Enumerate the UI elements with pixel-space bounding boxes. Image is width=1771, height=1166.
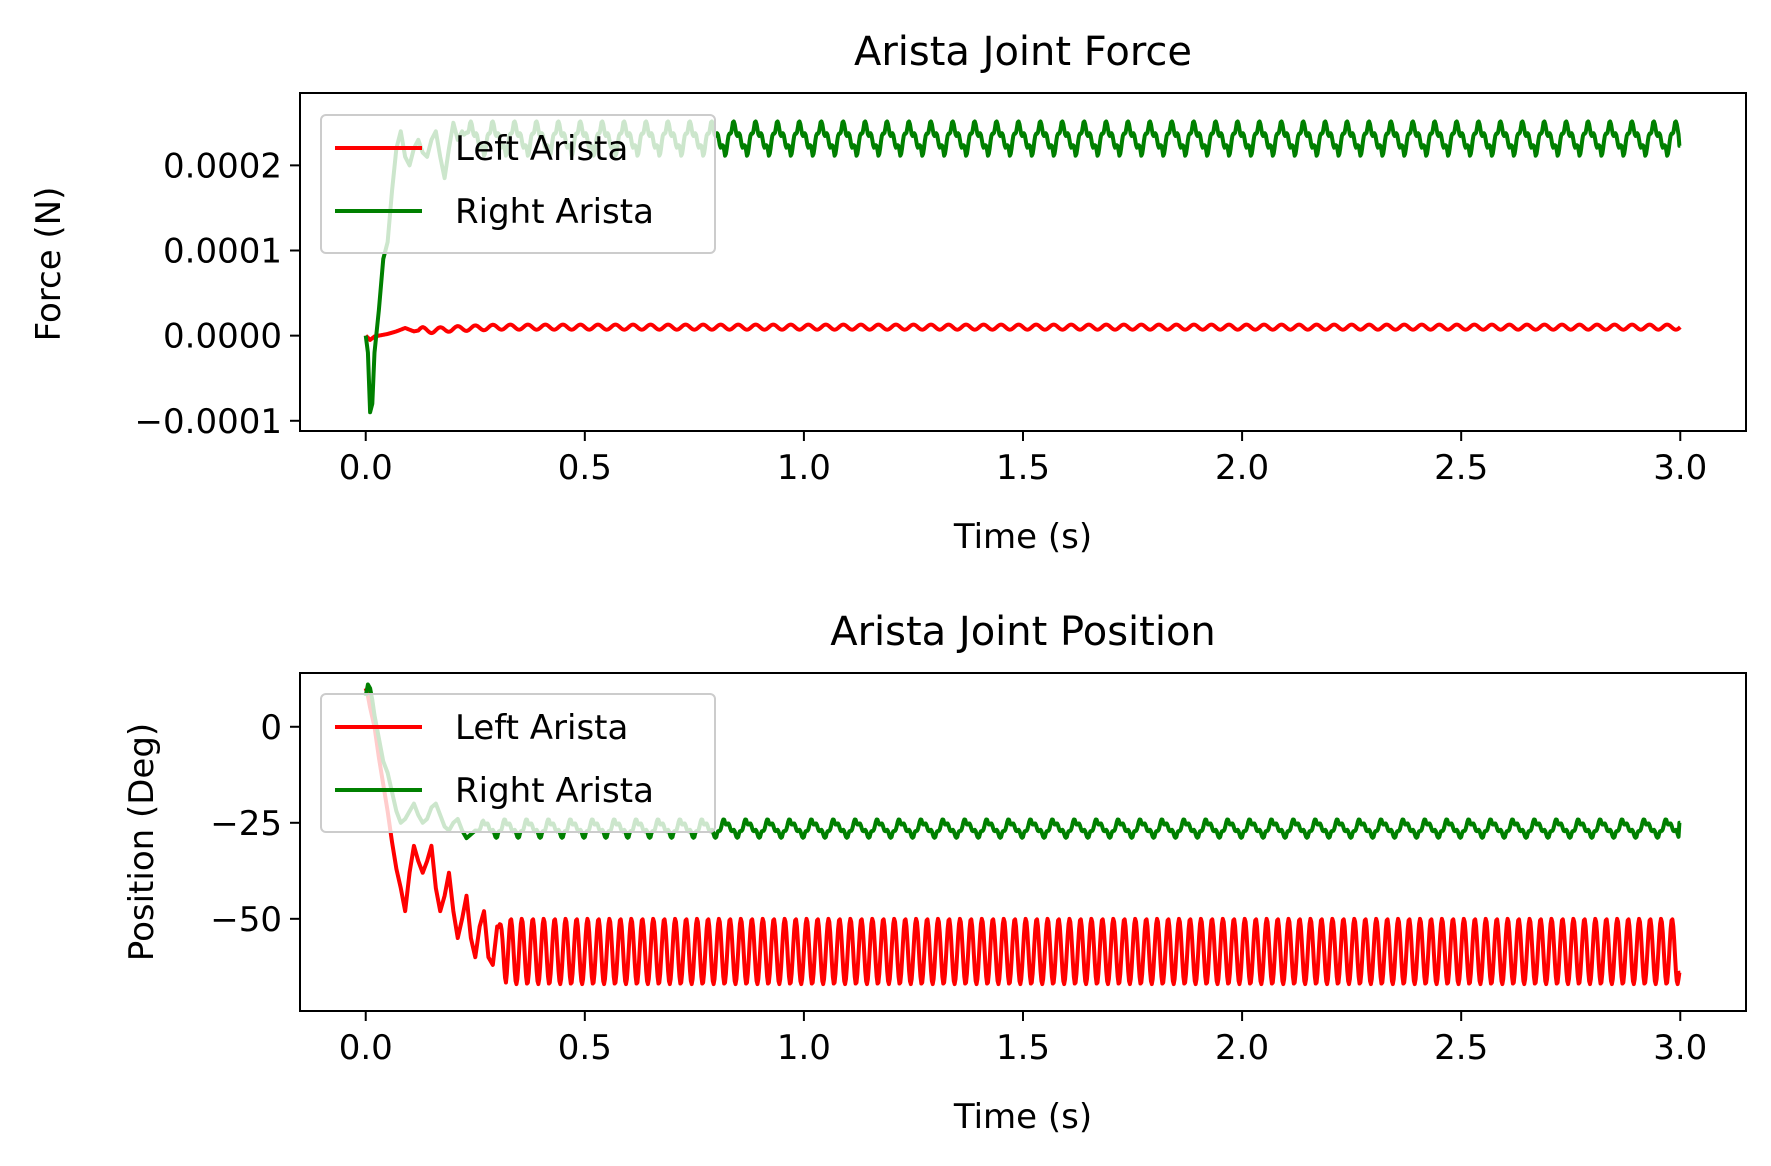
force-legend: Left Arista Right Arista <box>320 114 716 254</box>
position-legend-label-left: Left Arista <box>455 708 628 748</box>
force-panel: Arista Joint Force Time (s) Force (N) 0.… <box>29 29 1747 557</box>
force-y-tick-label: 0.0002 <box>163 146 282 186</box>
force-x-tick-label: 3.0 <box>1653 448 1707 488</box>
force-x-tick-label: 2.5 <box>1434 448 1488 488</box>
force-y-tick-label: 0.0001 <box>163 232 282 272</box>
force-x-axis-label: Time (s) <box>953 517 1092 557</box>
force-x-tick-label: 0.5 <box>558 448 612 488</box>
position-x-tick-label: 2.5 <box>1434 1028 1488 1068</box>
position-x-axis-label: Time (s) <box>953 1097 1092 1137</box>
position-x-tick-label: 1.0 <box>777 1028 831 1068</box>
force-x-tick-label: 2.0 <box>1215 448 1269 488</box>
force-legend-label-left: Left Arista <box>455 129 628 169</box>
force-x-tick-label: 0.0 <box>339 448 393 488</box>
force-legend-label-right: Right Arista <box>455 192 654 232</box>
force-chart-title: Arista Joint Force <box>854 29 1192 75</box>
force-x-tick-label: 1.0 <box>777 448 831 488</box>
force-series-line-left-arista <box>364 322 1682 342</box>
position-x-tick-label: 0.0 <box>339 1028 393 1068</box>
position-chart-title: Arista Joint Position <box>830 609 1216 655</box>
force-axes: 0.0 0.5 1.0 1.5 2.0 2.5 3.0 −0.0001 0.0000 0.0001… <box>135 92 1747 488</box>
force-y-tick-label: 0.0000 <box>163 317 282 357</box>
position-x-tick-label: 3.0 <box>1653 1028 1707 1068</box>
position-y-tick-label: 0 <box>260 708 282 748</box>
force-x-tick-label: 1.5 <box>996 448 1050 488</box>
position-legend-label-right: Right Arista <box>455 771 654 811</box>
position-axes: 0.0 0.5 1.0 1.5 2.0 2.5 3.0 −50 −25 0 <box>210 672 1747 1068</box>
position-panel: Arista Joint Position Time (s) Position … <box>122 609 1747 1137</box>
position-y-tick-label: −25 <box>210 804 282 844</box>
position-series-line-left-arista <box>363 687 1682 987</box>
force-y-tick-label: −0.0001 <box>135 402 282 442</box>
position-x-tick-label: 2.0 <box>1215 1028 1269 1068</box>
position-x-tick-label: 0.5 <box>558 1028 612 1068</box>
position-y-tick-label: −50 <box>210 900 282 940</box>
position-x-tick-label: 1.5 <box>996 1028 1050 1068</box>
position-y-axis-label: Position (Deg) <box>122 723 162 961</box>
force-y-axis-label: Force (N) <box>29 187 69 342</box>
position-legend: Left Arista Right Arista <box>320 693 716 833</box>
